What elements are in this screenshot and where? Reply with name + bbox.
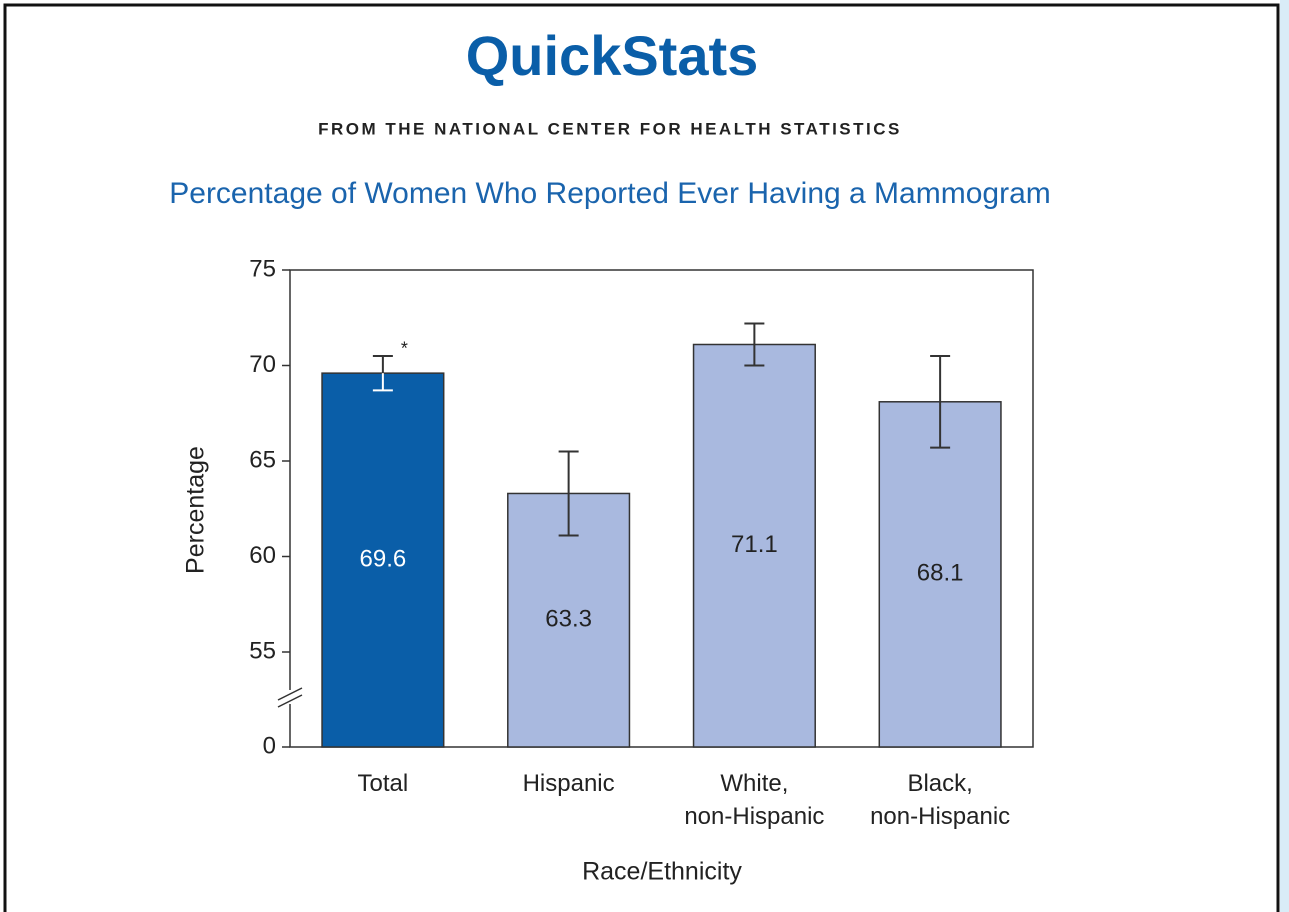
frame (3, 3, 1280, 912)
error-bar (558, 450, 579, 537)
x-tick-label: Total (358, 770, 409, 797)
y-tick-label: 70 (249, 351, 276, 378)
bar-value-label: 69.6 (360, 545, 407, 572)
bar (321, 372, 445, 748)
page-subtitle: FROM THE NATIONAL CENTER FOR HEALTH STAT… (318, 119, 902, 138)
x-tick-label: White, non-Hispanic (684, 770, 824, 830)
y-tick-label: 75 (249, 255, 276, 282)
bar (878, 401, 1002, 748)
y-tick-label: 65 (249, 446, 276, 473)
annotation: * (401, 339, 408, 359)
page-title: QuickStats (466, 24, 759, 87)
bar (692, 343, 816, 748)
y-tick-label: 55 (249, 637, 276, 664)
chart-title: Percentage of Women Who Reported Ever Ha… (169, 177, 1051, 210)
error-bar (372, 354, 393, 392)
y-tick-label: 60 (249, 542, 276, 569)
error-bar (930, 354, 951, 449)
bar-value-label: 68.1 (917, 560, 964, 587)
axis-break (277, 687, 303, 708)
x-tick-label: Black, non-Hispanic (870, 770, 1010, 830)
y-tick-label: 0 (263, 732, 276, 759)
x-tick-label: Hispanic (523, 770, 615, 797)
bar-value-label: 63.3 (545, 606, 592, 633)
plot-frame (289, 269, 1034, 748)
error-bar (744, 322, 765, 367)
side-decoration (1280, 0, 1289, 912)
bar-value-label: 71.1 (731, 531, 778, 558)
y-axis-label: Percentage (182, 446, 210, 574)
x-axis-label: Race/Ethnicity (582, 858, 742, 886)
